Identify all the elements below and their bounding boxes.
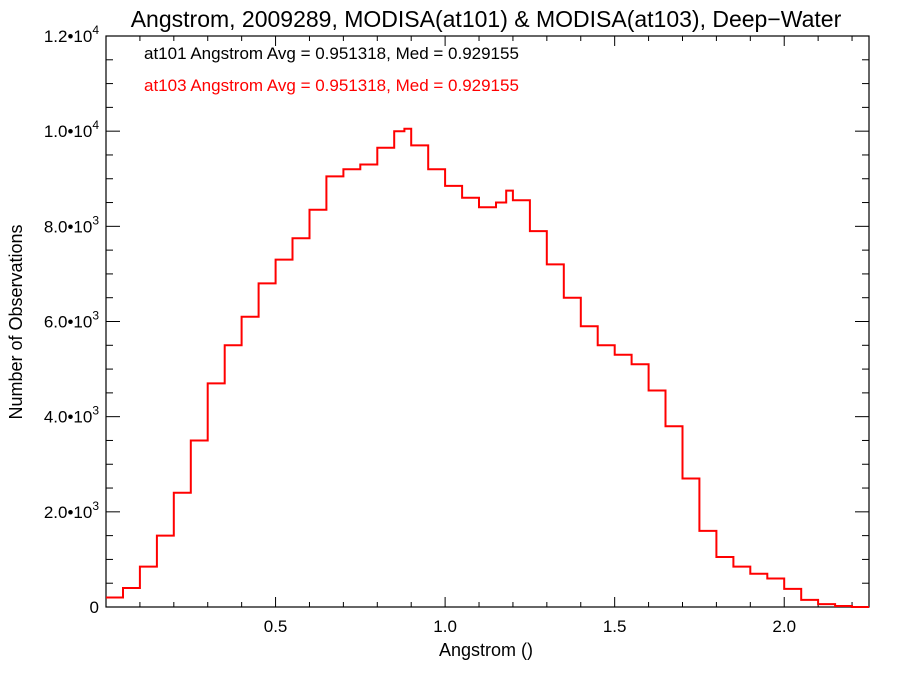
y-tick-exponent: 3 [92, 404, 99, 418]
y-tick-exponent: 4 [92, 118, 99, 132]
series-layer [106, 127, 869, 608]
y-tick-label: 4.0•103 [44, 404, 100, 427]
y-tick-mantissa: 0 [90, 598, 99, 617]
x-tick-label: 1.5 [603, 617, 627, 636]
y-tick-mantissa: 8.0•10 [44, 217, 93, 236]
x-tick-labels: 0.5 1.0 1.5 2.0 [264, 617, 796, 636]
y-axis-label: Number of Observations [6, 224, 26, 419]
y-tick-mantissa: 1.0•10 [44, 122, 93, 141]
y-tick-label: 1.2•104 [44, 23, 100, 46]
annotation-at103: at103 Angstrom Avg = 0.951318, Med = 0.9… [144, 76, 519, 95]
x-tick-label: 2.0 [772, 617, 796, 636]
y-tick-label: 1.0•104 [44, 118, 100, 141]
y-tick-exponent: 3 [92, 309, 99, 323]
x-tick-label: 1.0 [433, 617, 457, 636]
y-tick-label: 6.0•103 [44, 309, 100, 332]
x-axis-label: Angstrom () [439, 640, 533, 660]
y-tick-exponent: 3 [92, 499, 99, 513]
y-tick-mantissa: 4.0•10 [44, 408, 93, 427]
y-tick-mantissa: 2.0•10 [44, 503, 93, 522]
series-line [106, 127, 869, 608]
y-tick-exponent: 4 [92, 23, 99, 37]
y-tick-label: 2.0•103 [44, 499, 100, 522]
y-tick-labels: 02.0•1034.0•1036.0•1038.0•1031.0•1041.2•… [44, 23, 100, 617]
x-tick-label: 0.5 [264, 617, 288, 636]
y-tick-mantissa: 1.2•10 [44, 27, 93, 46]
plot-frame [105, 35, 870, 608]
y-tick-mantissa: 6.0•10 [44, 313, 93, 332]
y-tick-label: 8.0•103 [44, 213, 100, 236]
axis-ticks [106, 35, 869, 608]
y-tick-exponent: 3 [92, 213, 99, 227]
y-tick-label: 0 [90, 598, 99, 617]
annotation-at101: at101 Angstrom Avg = 0.951318, Med = 0.9… [144, 44, 519, 63]
chart-title: Angstrom, 2009289, MODISA(at101) & MODIS… [131, 6, 842, 32]
